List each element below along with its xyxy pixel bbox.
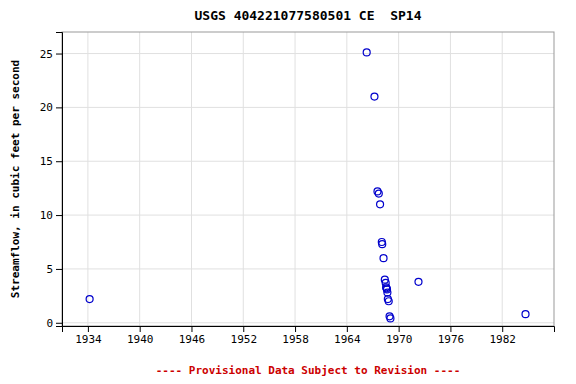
y-tick: 25 <box>40 48 62 61</box>
point <box>415 278 422 285</box>
grid-line-y <box>62 322 554 323</box>
x-tick-mark <box>191 326 192 332</box>
x-tick-label: 1952 <box>231 333 258 346</box>
y-axis-label: Streamflow, in cubic feet per second <box>9 60 22 298</box>
grid-line-x <box>346 32 347 326</box>
y-tick-mark <box>56 215 62 216</box>
x-tick-mark <box>140 326 141 332</box>
x-tick-mark <box>502 326 503 332</box>
x-tick-mark <box>450 326 451 332</box>
x-tick-label: 1946 <box>179 333 206 346</box>
x-tick-mark <box>243 326 244 332</box>
x-tick-label: 1982 <box>489 333 516 346</box>
x-tick: 1970 <box>386 326 413 346</box>
point <box>379 241 386 248</box>
x-tick-label: 1934 <box>75 333 102 346</box>
y-tick-label: 10 <box>40 209 53 222</box>
point <box>86 296 93 303</box>
points <box>86 49 529 322</box>
title: USGS 404221077580501 CE SP14 <box>195 8 422 23</box>
x-tick: 1952 <box>231 326 258 346</box>
x-tick-mark <box>88 326 89 332</box>
x-tick-label: 1976 <box>438 333 465 346</box>
grid-line-y <box>62 161 554 162</box>
y-tick: 0 <box>46 317 62 330</box>
annotation: ---- Provisional Data Subject to Revisio… <box>156 364 461 377</box>
y-tick-mark <box>56 54 62 55</box>
point <box>380 255 387 262</box>
grid-line-x <box>502 32 503 326</box>
grid <box>62 32 554 326</box>
x-tick: 1934 <box>75 326 102 346</box>
point <box>371 93 378 100</box>
y-tick-mark <box>56 161 62 162</box>
x-tick: 1982 <box>489 326 516 346</box>
point <box>375 190 382 197</box>
grid-line-x <box>191 32 192 326</box>
y-axis: 0 5 10 15 20 25 <box>40 33 63 330</box>
x-tick-label: 1964 <box>334 333 361 346</box>
chart: 1934 1940 1946 1952 1958 1964 1970 1976 1982 0 5 10… <box>0 0 576 384</box>
plot: 1934 1940 1946 1952 1958 1964 1970 1976 1982 0 5 10… <box>40 32 555 346</box>
grid-line-x <box>295 32 296 326</box>
grid-line-x <box>243 32 244 326</box>
grid-line-x <box>450 32 451 326</box>
grid-line-y <box>62 53 554 54</box>
grid-line-y <box>62 107 554 108</box>
x-tick-mark <box>399 326 400 332</box>
grid-line-x <box>398 32 399 326</box>
point <box>377 201 384 208</box>
grid-line-y <box>62 268 554 269</box>
y-tick-mark <box>56 107 62 108</box>
y-tick: 20 <box>40 101 62 114</box>
plot-frame <box>62 32 554 326</box>
grid-line-y <box>62 215 554 216</box>
y-tick-label: 25 <box>40 48 53 61</box>
point <box>385 298 392 305</box>
y-tick-label: 0 <box>46 317 53 330</box>
y-tick: 10 <box>40 209 62 222</box>
y-tick: 15 <box>40 155 62 168</box>
y-tick-mark <box>56 269 62 270</box>
x-axis-line <box>63 327 555 333</box>
point <box>387 315 394 322</box>
point <box>522 311 529 318</box>
y-tick-label: 15 <box>40 155 53 168</box>
y-axis-line <box>56 33 63 327</box>
y-tick-mark <box>56 323 62 324</box>
x-tick: 1964 <box>334 326 361 346</box>
y-tick-label: 20 <box>40 101 53 114</box>
x-tick: 1976 <box>438 326 465 346</box>
point <box>363 49 370 56</box>
x-tick: 1946 <box>179 326 206 346</box>
y-tick-label: 5 <box>46 263 53 276</box>
x-tick-mark <box>295 326 296 332</box>
x-tick-label: 1970 <box>386 333 413 346</box>
x-tick: 1958 <box>282 326 309 346</box>
grid-line-x <box>87 32 88 326</box>
x-axis: 1934 1940 1946 1952 1958 1964 1970 1976 1982 <box>63 326 555 346</box>
grid-line-x <box>139 32 140 326</box>
y-tick: 5 <box>46 263 62 276</box>
x-tick-label: 1940 <box>127 333 153 346</box>
x-tick-mark <box>347 326 348 332</box>
x-tick-label: 1958 <box>282 333 309 346</box>
x-tick: 1940 <box>127 326 153 346</box>
